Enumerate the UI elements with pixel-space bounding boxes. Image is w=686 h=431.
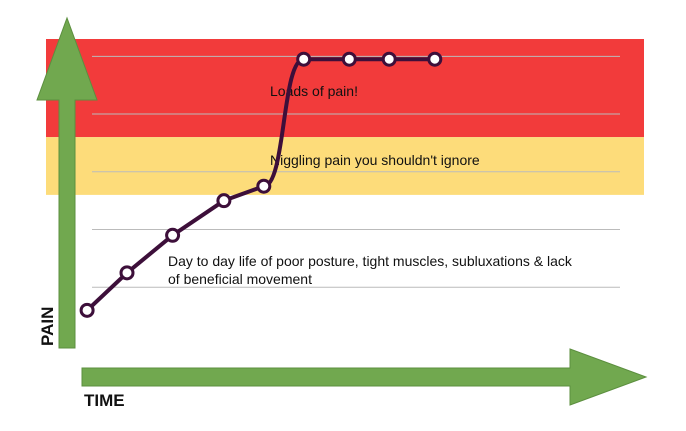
x-axis-label: TIME [84, 391, 125, 410]
pain-series [79, 51, 443, 318]
data-point-6 [296, 51, 312, 67]
gridlines [92, 55, 620, 288]
data-point-4 [216, 193, 232, 209]
data-point-5 [256, 178, 272, 194]
zone-label-white-line2: of beneficial movement [168, 271, 312, 287]
y-axis-arrow [36, 16, 98, 349]
data-point-2 [119, 265, 135, 281]
data-point-7 [341, 51, 357, 67]
data-point-1 [79, 302, 95, 318]
axis-arrows [36, 16, 648, 406]
zone-yellow [46, 137, 644, 195]
zone-label-white-line1: Day to day life of poor posture, tight m… [168, 253, 573, 269]
y-axis-label: PAIN [38, 307, 57, 346]
x-axis-arrow [81, 348, 648, 406]
data-point-9 [427, 51, 443, 67]
zone-labels: Loads of pain! Niggling pain you shouldn… [168, 83, 573, 287]
data-point-8 [381, 51, 397, 67]
data-point-3 [165, 227, 181, 243]
zone-label-red: Loads of pain! [270, 83, 358, 99]
zone-label-yellow: Niggling pain you shouldn't ignore [270, 152, 480, 168]
